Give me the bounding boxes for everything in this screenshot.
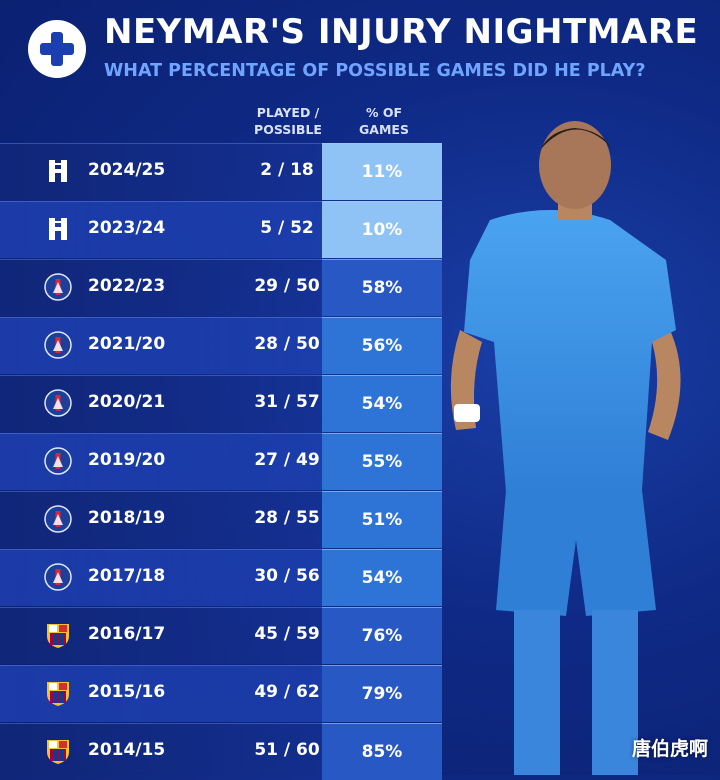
percent-of-games-value: 55% [322,433,442,490]
barcelona-crest-icon [44,679,72,707]
percent-of-games-value: 76% [322,607,442,664]
played-possible-value: 29 / 50 [254,276,320,296]
table-row: 2019/20 27 / 49 55% [0,433,443,490]
season-label: 2017/18 [88,566,166,586]
barcelona-crest-icon [44,621,72,649]
percent-of-games-value: 54% [322,549,442,606]
medical-cross-logo [28,20,86,78]
table-row: 2017/18 30 / 56 54% [0,549,443,606]
psg-crest-icon [44,389,72,417]
psg-crest-icon [44,331,72,359]
season-label: 2016/17 [88,624,166,644]
played-possible-value: 45 / 59 [254,624,320,644]
played-possible-value: 28 / 50 [254,334,320,354]
played-possible-value: 2 / 18 [260,160,314,180]
percent-of-games-value: 10% [322,201,442,258]
psg-crest-icon [44,447,72,475]
table-row: 2014/15 51 / 60 85% [0,723,443,780]
header: NEYMAR'S INJURY NIGHTMARE WHAT PERCENTAG… [0,0,720,100]
watermark: 唐伯虎啊 [631,738,708,760]
psg-crest-icon [44,505,72,533]
column-header-percent-line1: % OF [365,105,403,120]
played-possible-value: 5 / 52 [260,218,314,238]
page-subtitle: WHAT PERCENTAGE OF POSSIBLE GAMES DID HE… [104,61,646,81]
played-possible-value: 31 / 57 [254,392,320,412]
cross-icon [40,32,74,66]
percent-of-games-value: 58% [322,259,442,316]
player-illustration [450,121,681,775]
season-label: 2014/15 [88,740,166,760]
table-row: 2023/24 5 / 52 10% [0,201,443,258]
percent-of-games-value: 85% [322,723,442,780]
psg-crest-icon [44,273,72,301]
psg-crest-icon [44,563,72,591]
table-row: 2020/21 31 / 57 54% [0,375,443,432]
table-row: 2024/25 2 / 18 11% [0,143,443,200]
season-label: 2023/24 [88,218,166,238]
barcelona-crest-icon [44,737,72,765]
percent-of-games-value: 11% [322,143,442,200]
column-header-played: PLAYED / POSSIBLE [238,104,338,138]
column-header-played-line2: POSSIBLE [254,122,322,137]
percent-of-games-value: 56% [322,317,442,374]
column-header-played-line1: PLAYED / [256,105,320,120]
table-row: 2021/20 28 / 50 56% [0,317,443,374]
row-background [0,259,322,316]
played-possible-value: 51 / 60 [254,740,320,760]
season-label: 2019/20 [88,450,166,470]
season-label: 2018/19 [88,508,166,528]
table-row: 2018/19 28 / 55 51% [0,491,443,548]
table-row: 2022/23 29 / 50 58% [0,259,443,316]
season-label: 2015/16 [88,682,166,702]
season-label: 2021/20 [88,334,166,354]
played-possible-value: 27 / 49 [254,450,320,470]
column-header-percent: % OF GAMES [336,104,432,138]
column-header-percent-line2: GAMES [359,122,409,137]
played-possible-value: 28 / 55 [254,508,320,528]
al-hilal-crest-icon [44,215,72,243]
played-possible-value: 30 / 56 [254,566,320,586]
played-possible-value: 49 / 62 [254,682,320,702]
table-row: 2015/16 49 / 62 79% [0,665,443,722]
page-title: NEYMAR'S INJURY NIGHTMARE [104,12,699,52]
percent-of-games-value: 51% [322,491,442,548]
al-hilal-crest-icon [44,157,72,185]
percent-of-games-value: 54% [322,375,442,432]
percent-of-games-value: 79% [322,665,442,722]
season-label: 2020/21 [88,392,166,412]
season-label: 2024/25 [88,160,166,180]
table-row: 2016/17 45 / 59 76% [0,607,443,664]
season-label: 2022/23 [88,276,166,296]
